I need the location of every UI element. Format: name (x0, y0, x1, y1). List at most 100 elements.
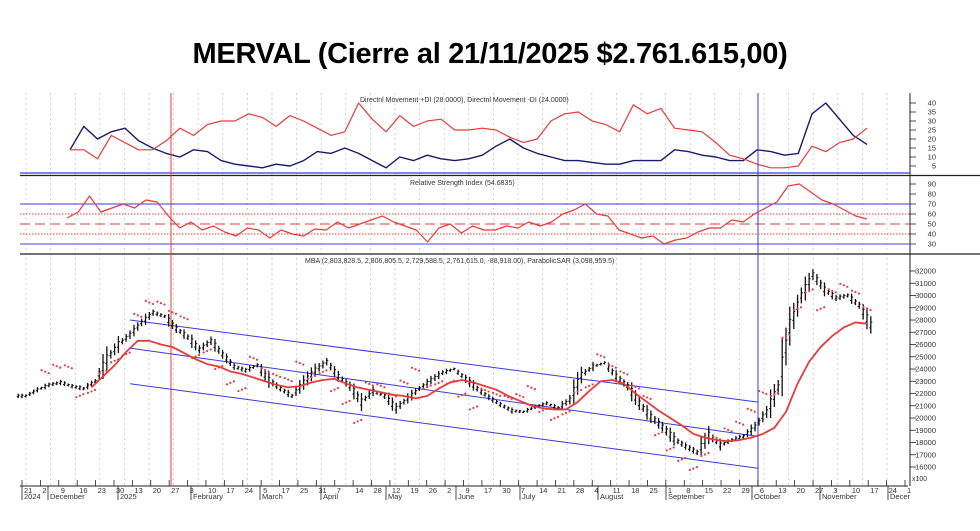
svg-text:90: 90 (928, 180, 936, 189)
svg-text:7: 7 (521, 486, 525, 495)
svg-text:2: 2 (447, 486, 451, 495)
svg-text:14: 14 (355, 486, 363, 495)
minus-di-line (70, 102, 868, 169)
svg-text:19000: 19000 (915, 426, 936, 435)
svg-text:24: 24 (889, 486, 897, 495)
svg-text:14: 14 (539, 486, 547, 495)
svg-text:30000: 30000 (915, 291, 936, 300)
svg-text:4: 4 (594, 486, 598, 495)
x-axis-ticks: 21 2 9 16 23 30 13 20 27 3 10 17 24 5 17 25 31 7 14 28 12 19 2… (21, 480, 911, 501)
svg-text:17: 17 (870, 486, 878, 495)
grid-lines (25, 93, 888, 485)
svg-text:3: 3 (833, 486, 837, 495)
svg-text:40: 40 (928, 230, 936, 239)
svg-text:25: 25 (928, 126, 936, 135)
svg-text:November: November (822, 492, 857, 501)
svg-text:10: 10 (928, 153, 936, 162)
svg-text:7: 7 (337, 486, 341, 495)
svg-text:2: 2 (42, 486, 46, 495)
plus-di-line (69, 102, 868, 169)
svg-text:15: 15 (705, 486, 713, 495)
svg-text:40: 40 (928, 99, 936, 108)
svg-text:11: 11 (613, 486, 621, 495)
svg-text:July: July (522, 492, 536, 501)
svg-text:31000: 31000 (915, 279, 936, 288)
svg-text:8: 8 (686, 486, 690, 495)
parabolic-sar-dots (40, 282, 872, 472)
svg-text:30: 30 (116, 486, 124, 495)
svg-text:29: 29 (741, 486, 749, 495)
svg-text:21: 21 (24, 486, 32, 495)
svg-text:13: 13 (134, 486, 142, 495)
svg-text:25: 25 (649, 486, 657, 495)
svg-text:March: March (262, 492, 283, 501)
svg-text:32000: 32000 (915, 267, 936, 276)
svg-text:17: 17 (484, 486, 492, 495)
rsi-line (66, 183, 868, 245)
svg-text:23000: 23000 (915, 377, 936, 386)
svg-text:27000: 27000 (915, 328, 936, 337)
moving-average-line (90, 321, 868, 443)
svg-text:10: 10 (208, 486, 216, 495)
svg-text:5: 5 (932, 162, 936, 171)
channel-line-upper (129, 319, 759, 403)
svg-text:17: 17 (226, 486, 234, 495)
svg-text:27: 27 (815, 486, 823, 495)
svg-text:Decer: Decer (890, 492, 911, 501)
svg-text:13: 13 (778, 486, 786, 495)
svg-text:12: 12 (392, 486, 400, 495)
svg-text:19: 19 (410, 486, 418, 495)
svg-text:18: 18 (631, 486, 639, 495)
svg-text:17000: 17000 (915, 450, 936, 459)
chart-title: MERVAL (Cierre al 21/11/2025 $2.761.615,… (192, 38, 788, 70)
svg-text:21: 21 (557, 486, 565, 495)
svg-text:December: December (50, 492, 85, 501)
svg-text:22: 22 (723, 486, 731, 495)
svg-text:24: 24 (245, 486, 253, 495)
svg-text:30: 30 (928, 117, 936, 126)
svg-text:9: 9 (61, 486, 65, 495)
svg-text:September: September (668, 492, 705, 501)
svg-text:80: 80 (928, 190, 936, 199)
svg-text:28000: 28000 (915, 316, 936, 325)
svg-text:16: 16 (79, 486, 87, 495)
svg-text:18000: 18000 (915, 438, 936, 447)
svg-text:17: 17 (282, 486, 290, 495)
svg-text:August: August (600, 492, 624, 501)
svg-text:28: 28 (374, 486, 382, 495)
svg-text:2024: 2024 (24, 492, 41, 501)
svg-text:25000: 25000 (915, 352, 936, 361)
svg-text:10: 10 (852, 486, 860, 495)
svg-text:25: 25 (300, 486, 308, 495)
rsi-title: Relative Strength Index (54.6835) (410, 180, 515, 187)
svg-text:20: 20 (797, 486, 805, 495)
svg-text:1: 1 (907, 486, 911, 495)
svg-text:70: 70 (928, 200, 936, 209)
svg-text:28: 28 (576, 486, 584, 495)
svg-text:20: 20 (153, 486, 161, 495)
svg-text:October: October (754, 492, 781, 501)
svg-text:50: 50 (928, 220, 936, 229)
svg-text:30: 30 (502, 486, 510, 495)
price-title: MBA (2,803,828.5, 2,806,805.5, 2,729,588… (305, 258, 614, 265)
svg-text:20: 20 (928, 135, 936, 144)
svg-text:26: 26 (429, 486, 437, 495)
svg-text:29000: 29000 (915, 303, 936, 312)
channel-line-lower (129, 383, 759, 469)
svg-text:35: 35 (928, 108, 936, 117)
dmi-title: Directnl Movement +DI (28.0000), Directn… (360, 97, 569, 104)
scale-label: x100 (912, 476, 927, 483)
svg-text:30: 30 (928, 240, 936, 249)
svg-text:22000: 22000 (915, 389, 936, 398)
svg-text:21000: 21000 (915, 401, 936, 410)
svg-text:June: June (458, 492, 474, 501)
svg-text:23: 23 (98, 486, 106, 495)
svg-text:15: 15 (928, 144, 936, 153)
svg-text:9: 9 (466, 486, 470, 495)
svg-text:16000: 16000 (915, 463, 936, 472)
svg-text:27: 27 (171, 486, 179, 495)
svg-text:3: 3 (190, 486, 194, 495)
svg-text:5: 5 (263, 486, 267, 495)
